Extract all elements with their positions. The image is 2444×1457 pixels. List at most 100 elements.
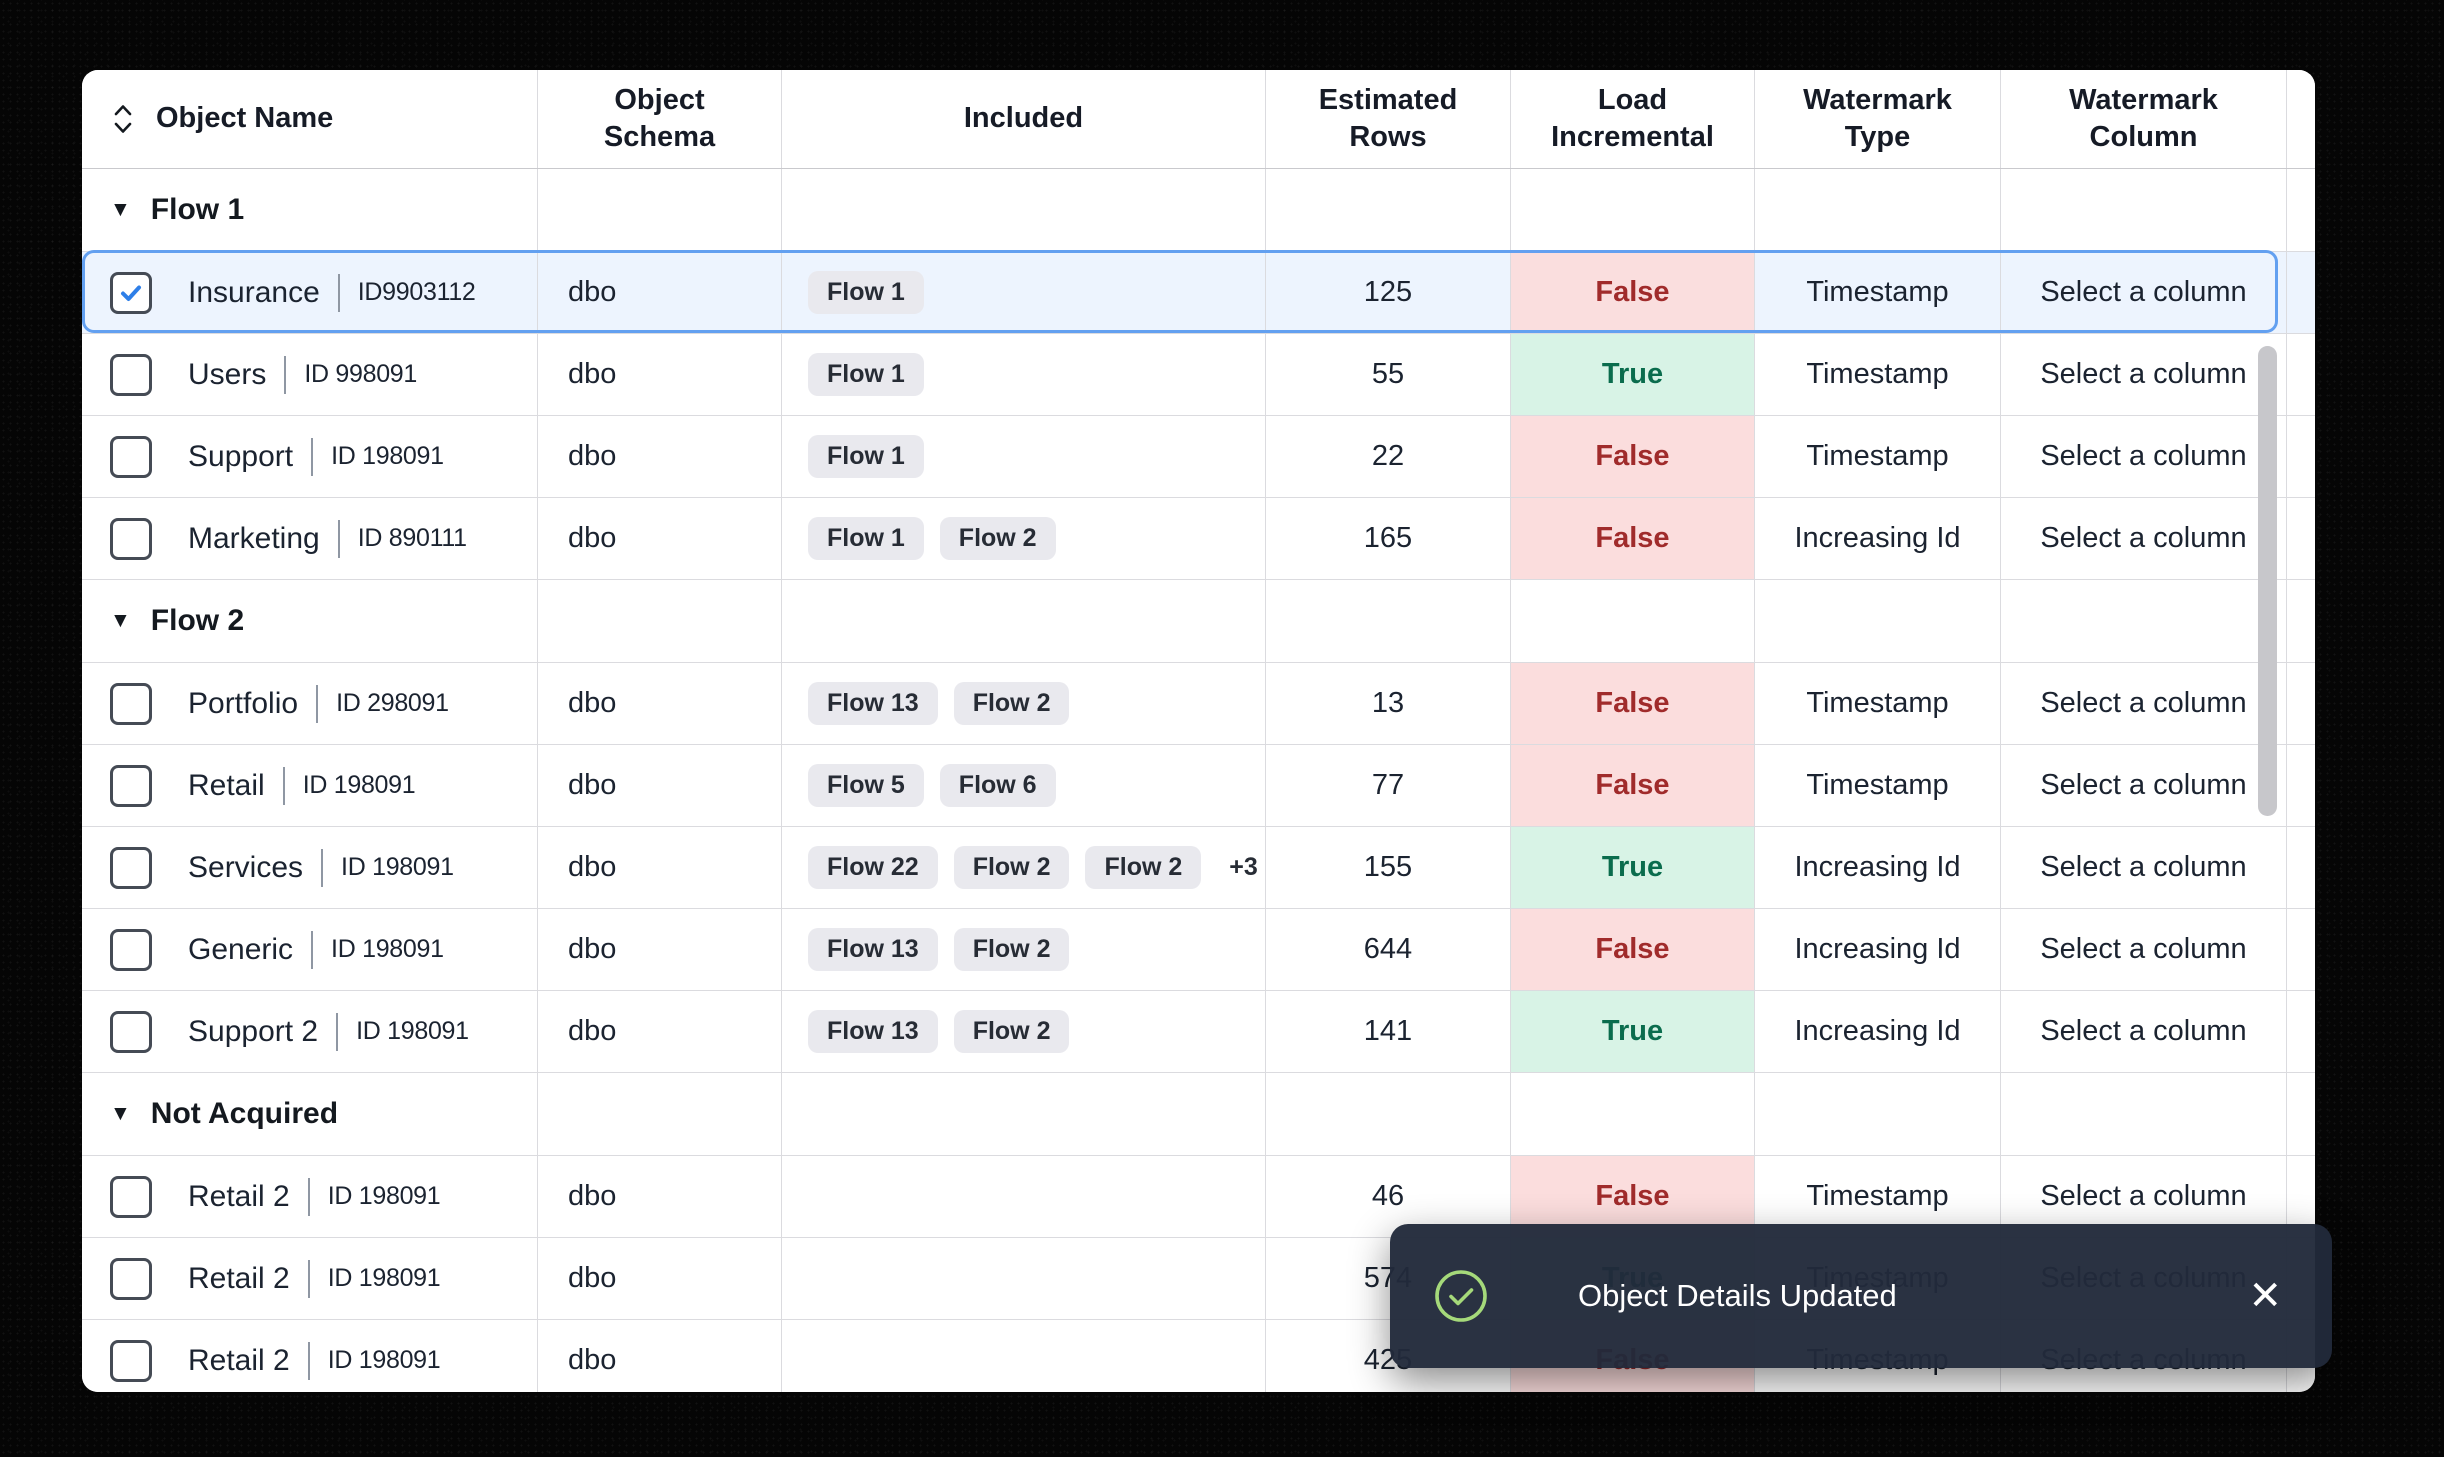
column-header-label: Load Incremental xyxy=(1551,83,1714,153)
object-schema-cell: dbo xyxy=(538,663,782,744)
table-row[interactable]: Users ID 998091 dbo Flow 1 55 True Timestamp Se… xyxy=(82,334,2315,416)
included-cell xyxy=(782,1238,1266,1319)
estimated-rows-value: 22 xyxy=(1371,440,1405,472)
table-row[interactable]: Services ID 198091 dbo Flow 22 Flow 2 Flow 2 +… xyxy=(82,827,2315,909)
object-name: Retail xyxy=(188,768,265,802)
group-empty-cell xyxy=(538,169,782,251)
included-cell: Flow 5 Flow 6 xyxy=(782,745,1266,826)
checkbox-unchecked[interactable] xyxy=(110,1010,152,1053)
flow-chip: Flow 13 xyxy=(808,928,938,971)
load-incremental-value: False xyxy=(1595,440,1670,472)
watermark-type-cell[interactable]: Increasing Id xyxy=(1755,909,2001,990)
object-schema-cell: dbo xyxy=(538,991,782,1072)
watermark-type-cell[interactable]: Timestamp xyxy=(1755,745,2001,826)
watermark-column-cell[interactable]: Select a column xyxy=(2001,991,2287,1072)
object-schema-value: dbo xyxy=(568,933,617,965)
watermark-type-cell[interactable]: Increasing Id xyxy=(1755,991,2001,1072)
watermark-column-cell[interactable]: Select a column xyxy=(2001,745,2287,826)
table-row[interactable]: Insurance ID9903112 dbo Flow 1 125 False Times… xyxy=(82,250,2315,334)
estimated-rows-cell: 125 xyxy=(1266,252,1511,333)
load-incremental-cell[interactable]: False xyxy=(1511,663,1755,744)
load-incremental-cell[interactable]: False xyxy=(1511,1156,1755,1237)
group-empty-cell xyxy=(1755,169,2001,251)
checkbox-unchecked[interactable] xyxy=(110,928,152,971)
watermark-type-cell[interactable]: Timestamp xyxy=(1755,1156,2001,1237)
table-row[interactable]: Support ID 198091 dbo Flow 1 22 False Timestam… xyxy=(82,416,2315,498)
flow-chip: Flow 13 xyxy=(808,1010,938,1053)
group-empty-cell xyxy=(782,169,1266,251)
more-chips-badge[interactable]: +3 xyxy=(1229,853,1258,881)
object-schema-cell: dbo xyxy=(538,334,782,415)
load-incremental-cell[interactable]: False xyxy=(1511,909,1755,990)
load-incremental-cell[interactable]: False xyxy=(1511,252,1755,333)
caret-down-icon[interactable]: ▼ xyxy=(110,1102,131,1125)
watermark-column-cell[interactable]: Select a column xyxy=(2001,1156,2287,1237)
group-row-flow-1[interactable]: ▼ Flow 1 xyxy=(82,169,2315,252)
toast-message: Object Details Updated xyxy=(1578,1278,1897,1313)
load-incremental-cell[interactable]: True xyxy=(1511,991,1755,1072)
table-row[interactable]: Support 2 ID 198091 dbo Flow 13 Flow 2 141 Tru… xyxy=(82,991,2315,1073)
watermark-type-cell[interactable]: Timestamp xyxy=(1755,252,2001,333)
table-row[interactable]: Portfolio ID 298091 dbo Flow 13 Flow 2 13 Fals… xyxy=(82,663,2315,745)
checkbox-unchecked[interactable] xyxy=(110,1257,152,1300)
checkbox-unchecked[interactable] xyxy=(110,517,152,560)
load-incremental-cell[interactable]: True xyxy=(1511,334,1755,415)
checkbox-unchecked[interactable] xyxy=(110,435,152,478)
load-incremental-cell[interactable]: True xyxy=(1511,827,1755,908)
table-row[interactable]: Retail 2 ID 198091 dbo 46 False Timestamp Sele… xyxy=(82,1156,2315,1238)
object-name: Support xyxy=(188,439,294,473)
included-cell: Flow 22 Flow 2 Flow 2 +3 xyxy=(782,827,1266,908)
sort-unfold-icon[interactable] xyxy=(110,101,136,137)
load-incremental-cell[interactable]: False xyxy=(1511,498,1755,579)
object-schema-cell: dbo xyxy=(538,1320,782,1392)
watermark-column-cell[interactable]: Select a column xyxy=(2001,827,2287,908)
object-name: Support 2 xyxy=(188,1014,319,1048)
checkbox-checked[interactable] xyxy=(110,271,152,314)
table-row[interactable]: Marketing ID 890111 dbo Flow 1 Flow 2 165 Fals… xyxy=(82,498,2315,580)
load-incremental-cell[interactable]: False xyxy=(1511,745,1755,826)
object-schema-value: dbo xyxy=(568,1344,617,1376)
watermark-column-cell[interactable]: Select a column xyxy=(2001,498,2287,579)
object-name-cell: Services ID 198091 xyxy=(82,827,538,908)
checkbox-unchecked[interactable] xyxy=(110,764,152,807)
checkbox-unchecked[interactable] xyxy=(110,1175,152,1218)
column-header-object-name[interactable]: Object Name xyxy=(82,70,538,168)
object-schema-value: dbo xyxy=(568,1262,617,1294)
checkbox-unchecked[interactable] xyxy=(110,682,152,725)
load-incremental-cell[interactable]: False xyxy=(1511,416,1755,497)
toast-notification: Object Details Updated ✕ xyxy=(1390,1224,2332,1368)
checkbox-unchecked[interactable] xyxy=(110,846,152,889)
watermark-column-cell[interactable]: Select a column xyxy=(2001,334,2287,415)
caret-down-icon[interactable]: ▼ xyxy=(110,609,131,632)
watermark-type-cell[interactable]: Increasing Id xyxy=(1755,827,2001,908)
table-row[interactable]: Generic ID 198091 dbo Flow 13 Flow 2 644 False… xyxy=(82,909,2315,991)
watermark-column-value: Select a column xyxy=(2040,769,2247,801)
caret-down-icon[interactable]: ▼ xyxy=(110,198,131,221)
vertical-scrollbar-thumb[interactable] xyxy=(2258,346,2277,816)
watermark-type-cell[interactable]: Timestamp xyxy=(1755,663,2001,744)
group-header-cell[interactable]: ▼ Flow 1 xyxy=(82,169,538,251)
watermark-type-cell[interactable]: Timestamp xyxy=(1755,334,2001,415)
watermark-type-cell[interactable]: Timestamp xyxy=(1755,416,2001,497)
group-header-cell[interactable]: ▼ Not Acquired xyxy=(82,1073,538,1155)
group-row-flow-2[interactable]: ▼ Flow 2 xyxy=(82,580,2315,663)
group-header-cell[interactable]: ▼ Flow 2 xyxy=(82,580,538,662)
close-icon[interactable]: ✕ xyxy=(2248,1273,2282,1319)
checkbox-unchecked[interactable] xyxy=(110,1339,152,1382)
group-empty-cell xyxy=(2001,169,2287,251)
watermark-column-cell[interactable]: Select a column xyxy=(2001,416,2287,497)
object-schema-value: dbo xyxy=(568,687,617,719)
watermark-column-value: Select a column xyxy=(2040,276,2247,308)
load-incremental-value: False xyxy=(1595,769,1670,801)
watermark-column-cell[interactable]: Select a column xyxy=(2001,909,2287,990)
watermark-type-cell[interactable]: Increasing Id xyxy=(1755,498,2001,579)
flow-chip: Flow 6 xyxy=(939,764,1056,807)
watermark-column-cell[interactable]: Select a column xyxy=(2001,252,2287,333)
group-row-not-acquired[interactable]: ▼ Not Acquired xyxy=(82,1073,2315,1156)
object-schema-value: dbo xyxy=(568,769,617,801)
checkbox-unchecked[interactable] xyxy=(110,353,152,396)
name-id-divider xyxy=(284,355,287,394)
table-row[interactable]: Retail ID 198091 dbo Flow 5 Flow 6 77 False Tim… xyxy=(82,745,2315,827)
watermark-column-cell[interactable]: Select a column xyxy=(2001,663,2287,744)
